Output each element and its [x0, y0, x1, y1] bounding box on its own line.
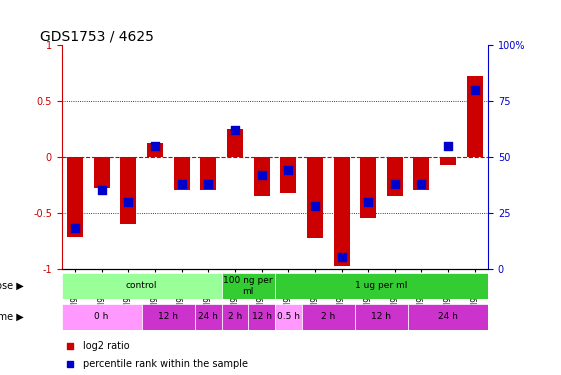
Point [310, 203, 319, 209]
Point [470, 87, 479, 93]
Bar [174, 157, 190, 190]
Point [390, 181, 399, 187]
FancyBboxPatch shape [62, 304, 141, 330]
Point [284, 167, 293, 173]
Bar [67, 157, 83, 237]
Text: 12 h: 12 h [251, 312, 272, 321]
FancyBboxPatch shape [195, 304, 222, 330]
Text: 2 h: 2 h [321, 312, 335, 321]
FancyBboxPatch shape [222, 304, 248, 330]
Point [444, 142, 453, 148]
Text: 0 h: 0 h [94, 312, 109, 321]
Point [204, 181, 213, 187]
Bar [94, 157, 109, 188]
Bar [147, 143, 163, 157]
FancyBboxPatch shape [141, 304, 195, 330]
Text: 0.5 h: 0.5 h [277, 312, 300, 321]
Point [257, 172, 266, 178]
Bar [254, 157, 269, 196]
Text: time ▶: time ▶ [0, 312, 24, 322]
FancyBboxPatch shape [222, 273, 275, 299]
Text: 12 h: 12 h [371, 312, 392, 321]
Bar [387, 157, 403, 196]
Text: control: control [126, 281, 158, 290]
Point [337, 255, 346, 261]
Bar [307, 157, 323, 238]
FancyBboxPatch shape [355, 304, 408, 330]
Bar [120, 157, 136, 224]
Point [71, 225, 80, 231]
Text: 24 h: 24 h [438, 312, 458, 321]
Point [417, 181, 426, 187]
FancyBboxPatch shape [62, 273, 222, 299]
Text: percentile rank within the sample: percentile rank within the sample [83, 359, 248, 369]
Text: log2 ratio: log2 ratio [83, 341, 130, 351]
FancyBboxPatch shape [275, 273, 488, 299]
Point [231, 127, 240, 133]
Point [348, 317, 357, 323]
Text: dose ▶: dose ▶ [0, 281, 24, 291]
Bar [280, 157, 296, 193]
Text: GDS1753 / 4625: GDS1753 / 4625 [40, 30, 154, 44]
FancyBboxPatch shape [408, 304, 488, 330]
Bar [440, 157, 456, 165]
Bar [333, 157, 350, 266]
Bar [467, 76, 482, 157]
Bar [227, 129, 243, 157]
Bar [413, 157, 430, 190]
Point [97, 188, 106, 194]
FancyBboxPatch shape [302, 304, 355, 330]
Point [150, 142, 159, 148]
FancyBboxPatch shape [275, 304, 302, 330]
Point [124, 198, 133, 204]
Text: 100 ng per
ml: 100 ng per ml [223, 276, 273, 296]
Bar [200, 157, 216, 190]
Text: 12 h: 12 h [158, 312, 178, 321]
Point [348, 150, 357, 156]
Point [177, 181, 186, 187]
Bar [360, 157, 376, 218]
Text: 2 h: 2 h [228, 312, 242, 321]
Point [364, 198, 373, 204]
FancyBboxPatch shape [248, 304, 275, 330]
Text: 1 ug per ml: 1 ug per ml [355, 281, 408, 290]
Text: 24 h: 24 h [199, 312, 218, 321]
